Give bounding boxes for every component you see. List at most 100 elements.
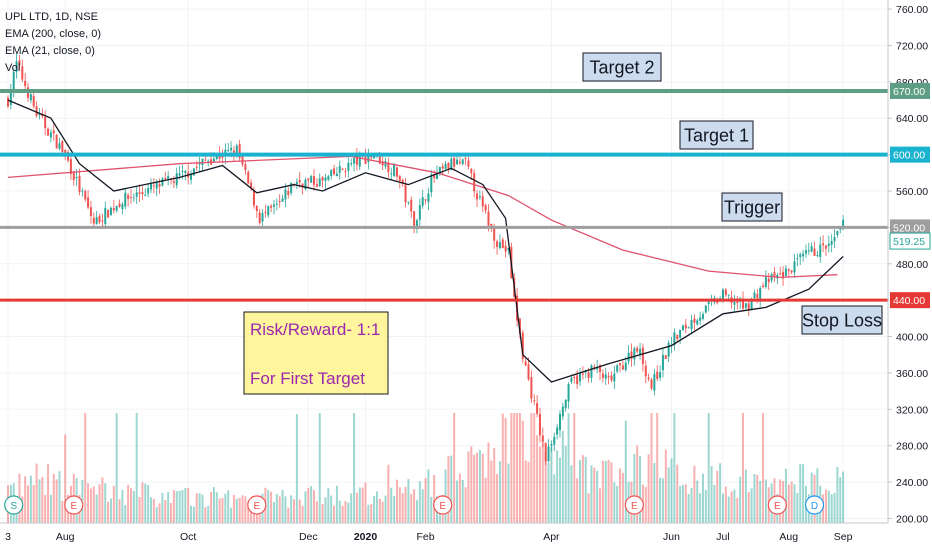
level-price-badge-label: 600.00 — [893, 150, 925, 162]
candle-body — [315, 184, 318, 187]
volume-bar — [624, 420, 627, 523]
volume-bar — [596, 470, 599, 523]
price-tick-label: 280.00 — [896, 441, 928, 453]
volume-bar — [670, 458, 673, 523]
volume-bar — [696, 480, 699, 523]
target2-callout-box — [582, 52, 662, 82]
candle-body — [556, 427, 559, 435]
volume-bar — [272, 501, 275, 523]
candle-body — [661, 354, 664, 371]
volume-bar — [524, 460, 527, 523]
volume-bar — [55, 479, 58, 523]
candle-body — [633, 348, 636, 360]
volume-bar — [158, 503, 161, 523]
candle-body — [627, 352, 630, 362]
candle-body — [599, 365, 602, 373]
volume-bar — [421, 489, 424, 523]
target2-callout-label: Target 2 — [589, 57, 654, 77]
candle-body — [101, 220, 104, 222]
candle-body — [190, 173, 193, 180]
volume-bar — [613, 482, 616, 523]
candle-body — [596, 367, 599, 370]
volume-bar — [621, 472, 624, 523]
volume-bar — [701, 473, 704, 523]
candle-body — [619, 363, 622, 366]
candle-body — [750, 299, 753, 311]
volume-bar — [333, 505, 336, 523]
ema21-line — [7, 99, 844, 383]
volume-bar — [518, 413, 521, 523]
volume-bar — [644, 486, 647, 523]
volume-bar — [533, 413, 536, 523]
time-tick-label: Feb — [417, 531, 435, 543]
level-lines — [0, 88, 888, 302]
candle-body — [98, 216, 101, 223]
volume-bar — [147, 485, 150, 523]
volume-bar — [802, 464, 805, 523]
candle-body — [84, 191, 87, 200]
candle-body — [358, 155, 361, 167]
volume-bar — [716, 470, 719, 523]
event-marker — [4, 495, 24, 515]
candle-body — [121, 204, 124, 210]
volume-bar — [335, 485, 338, 523]
candle-body — [581, 373, 584, 375]
volume-bar — [553, 474, 556, 523]
volume-bar — [358, 487, 361, 523]
candle-body — [301, 183, 304, 188]
volume-bar — [458, 473, 461, 523]
target1-callout-box — [679, 120, 754, 150]
time-tick-label: Oct — [180, 531, 196, 543]
ema200-legend[interactable]: EMA (200, close, 0) — [5, 28, 101, 40]
volume-bar — [347, 502, 350, 523]
candle-body — [87, 197, 90, 208]
volume-bar — [521, 420, 524, 523]
candle-body — [727, 294, 730, 296]
volume-bar — [395, 479, 398, 523]
candle-body — [724, 289, 727, 296]
candle-body — [18, 60, 21, 66]
candle-body — [161, 178, 164, 186]
candle-body — [318, 178, 321, 186]
volume-bar — [561, 431, 564, 523]
volume-bar — [64, 434, 67, 523]
candle-body — [198, 163, 201, 165]
candle-body — [24, 80, 27, 87]
candle-body — [610, 375, 613, 381]
volume-bar — [167, 491, 170, 523]
candle-body — [138, 192, 141, 195]
ema21-legend[interactable]: EMA (21, close, 0) — [5, 45, 95, 57]
event-marker — [64, 495, 84, 515]
volume-bar — [112, 485, 115, 523]
volume-bar — [49, 494, 52, 523]
volume-bar — [230, 507, 233, 523]
candle-body — [364, 156, 367, 164]
candle-body — [498, 242, 501, 249]
last-price-badge — [889, 232, 931, 250]
candle-body — [155, 181, 158, 189]
candle-body — [790, 270, 793, 273]
symbol-title[interactable]: UPL LTD, 1D, NSE — [5, 11, 98, 23]
volume-bar — [616, 485, 619, 523]
volume-bar — [290, 495, 293, 523]
volume-bar — [381, 501, 384, 523]
candle-body — [261, 213, 264, 222]
volume-bar — [739, 476, 742, 523]
volume-bar — [713, 484, 716, 523]
time-tick-label: 2020 — [354, 531, 378, 543]
volume-bar — [87, 483, 90, 523]
candle-body — [104, 207, 107, 225]
volume-bar — [47, 463, 50, 523]
volume-bar — [378, 498, 381, 523]
candle-body — [673, 332, 676, 346]
volume-bar — [192, 506, 195, 523]
volume-bar — [576, 478, 579, 523]
volume-legend[interactable]: Vol — [5, 62, 21, 74]
volume-bar — [178, 490, 181, 523]
candle-body — [258, 212, 261, 224]
volume-bar — [307, 487, 310, 523]
volume-bar — [330, 495, 333, 523]
candle-body — [407, 201, 410, 203]
